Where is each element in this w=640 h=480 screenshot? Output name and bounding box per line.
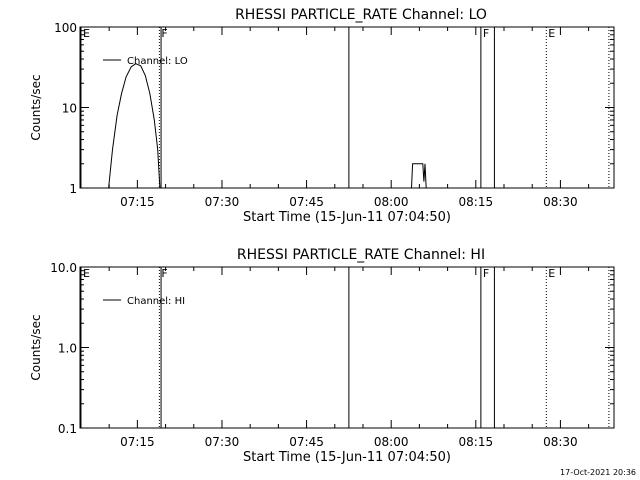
- x-tick-label: 08:15: [459, 435, 494, 449]
- event-marker-label: E: [83, 267, 90, 280]
- plot-frame: [79, 266, 615, 429]
- lo-channel-panel: RHESSI PARTICLE_RATE Channel: LO Start Ti…: [29, 7, 615, 225]
- y-axis-label: Counts/sec: [29, 74, 43, 140]
- y-tick-label: 10.0: [50, 261, 77, 275]
- x-tick-label: 07:30: [205, 195, 240, 209]
- series-line: [108, 63, 161, 189]
- x-tick-label: 07:15: [120, 435, 155, 449]
- x-tick-label: 08:30: [543, 195, 578, 209]
- event-marker-label: F: [161, 267, 167, 280]
- plot-frame: [79, 26, 615, 189]
- x-tick-label: 08:15: [459, 195, 494, 209]
- x-tick-label: 07:45: [289, 195, 324, 209]
- event-marker-label: F: [483, 27, 489, 40]
- chart-title: RHESSI PARTICLE_RATE Channel: HI: [237, 247, 485, 263]
- event-marker-label: E: [548, 27, 555, 40]
- x-tick-label: 07:45: [289, 435, 324, 449]
- y-tick-label: 1.0: [58, 342, 77, 356]
- hi-channel-panel: RHESSI PARTICLE_RATE Channel: HI Start Ti…: [29, 247, 615, 465]
- event-marker-label: F: [161, 27, 167, 40]
- legend-label: Channel: HI: [127, 296, 185, 307]
- x-tick-label: 08:30: [543, 435, 578, 449]
- y-tick-label: 1: [69, 182, 77, 196]
- x-axis-label: Start Time (15-Jun-11 07:04:50): [243, 450, 451, 465]
- x-tick-label: 08:00: [374, 195, 409, 209]
- legend-label: Channel: LO: [127, 56, 188, 67]
- event-marker-label: E: [548, 267, 555, 280]
- y-axis-label: Counts/sec: [29, 314, 43, 380]
- x-tick-label: 08:00: [374, 435, 409, 449]
- series-line: [411, 163, 427, 189]
- x-tick-label: 07:30: [205, 435, 240, 449]
- y-tick-label: 100: [54, 21, 77, 35]
- y-tick-label: 10: [62, 102, 77, 116]
- x-tick-label: 07:15: [120, 195, 155, 209]
- x-axis-label: Start Time (15-Jun-11 07:04:50): [243, 210, 451, 225]
- chart-title: RHESSI PARTICLE_RATE Channel: LO: [235, 7, 487, 23]
- event-marker-label: E: [83, 27, 90, 40]
- footer-timestamp: 17-Oct-2021 20:36: [560, 468, 636, 477]
- y-tick-label: 0.1: [58, 422, 77, 436]
- event-marker-label: F: [483, 267, 489, 280]
